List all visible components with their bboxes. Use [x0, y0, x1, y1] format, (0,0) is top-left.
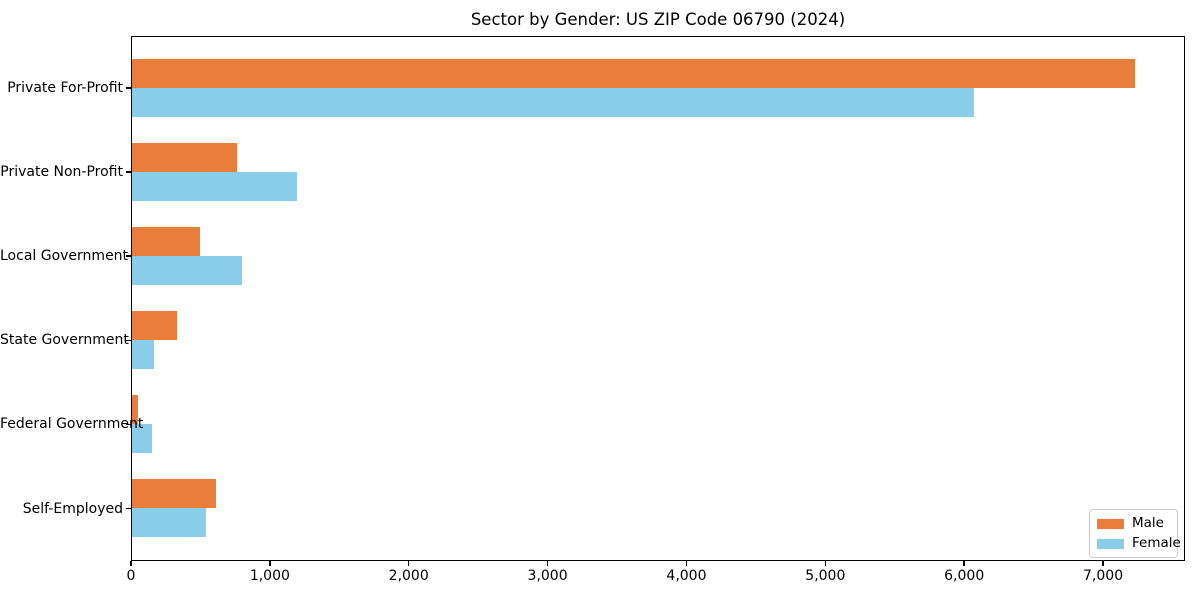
x-tick-mark — [407, 561, 410, 566]
legend-label: Male — [1132, 515, 1164, 531]
bar-female-self-employed — [132, 508, 207, 537]
y-tick-mark — [126, 339, 131, 342]
bar-male-local-government — [132, 226, 201, 256]
bar-male-federal-government — [132, 394, 139, 424]
y-tick-label: State Government — [0, 332, 129, 349]
x-tick-mark — [1102, 561, 1104, 566]
x-tick-label: 5,000 — [805, 568, 846, 584]
x-tick-mark — [546, 561, 549, 566]
x-tick-mark — [130, 561, 132, 566]
legend-entry-male: Male — [1097, 516, 1170, 531]
plot-area — [131, 36, 1185, 561]
x-tick-mark — [963, 561, 965, 566]
y-tick-label: Local Government — [0, 248, 129, 265]
x-tick-mark — [269, 561, 271, 566]
x-tick-label: 1,000 — [249, 568, 290, 584]
bar-male-private-for-profit — [132, 58, 1135, 88]
y-tick-mark — [126, 255, 131, 257]
y-tick-label: Private For-Profit — [7, 80, 123, 96]
y-tick-mark — [126, 507, 131, 510]
x-tick-label: 2,000 — [388, 568, 429, 584]
chart-title: Sector by Gender: US ZIP Code 06790 (202… — [470, 10, 846, 29]
legend: Male Female — [1089, 509, 1181, 558]
y-tick-label: Private Non-Profit — [0, 164, 123, 181]
bar-female-private-for-profit — [132, 87, 974, 117]
x-tick-label: 3,000 — [527, 568, 568, 584]
bar-male-state-government — [132, 310, 178, 340]
x-tick-mark — [685, 561, 688, 566]
x-tick-mark — [824, 561, 827, 566]
bar-female-state-government — [132, 339, 155, 369]
legend-entry-female: Female — [1097, 536, 1181, 551]
y-tick-mark — [126, 423, 131, 426]
bar-female-local-government — [132, 255, 242, 285]
x-tick-label: 7,000 — [1083, 568, 1124, 584]
legend-swatch-female — [1097, 538, 1124, 549]
legend-swatch-male — [1097, 518, 1124, 529]
bar-male-private-non-profit — [132, 142, 237, 172]
y-tick-mark — [126, 87, 131, 89]
y-tick-label: Self-Employed — [22, 500, 123, 517]
x-tick-label: 6,000 — [944, 568, 985, 584]
bar-male-self-employed — [132, 479, 216, 508]
bar-female-federal-government — [132, 423, 153, 453]
legend-label: Female — [1132, 535, 1181, 551]
y-tick-mark — [126, 171, 131, 173]
x-tick-label: 0 — [126, 568, 136, 584]
x-tick-label: 4,000 — [666, 568, 707, 584]
bar-female-private-non-profit — [132, 171, 298, 201]
y-tick-label: Federal Government — [0, 416, 144, 433]
